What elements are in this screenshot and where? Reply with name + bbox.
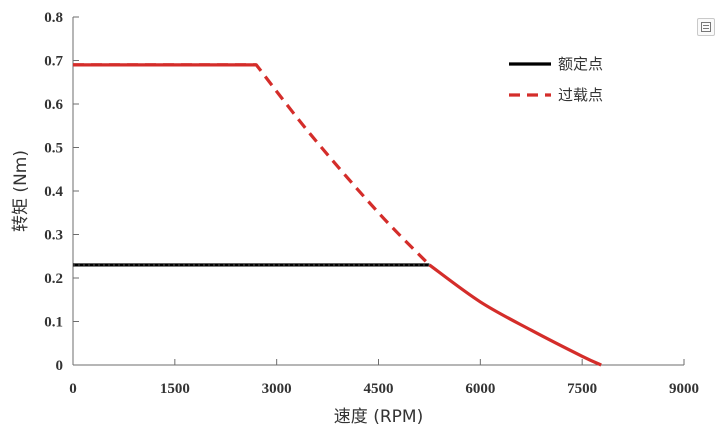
y-axis-ticks: 0 0.1 0.2 0.3 0.4 0.5 0.6 0.7 0.8 (44, 10, 79, 374)
x-tick-label: 1500 (160, 381, 190, 397)
x-tick-label: 7500 (567, 381, 597, 397)
x-tick-label: 3000 (262, 381, 292, 397)
y-tick-label: 0.2 (44, 271, 63, 287)
y-axis-label: 转矩 (Nm) (11, 150, 31, 232)
x-axis-label: 速度 (RPM) (334, 407, 423, 427)
x-tick-label: 4500 (364, 381, 394, 397)
y-tick-label: 0.8 (44, 10, 63, 26)
x-axis-ticks: 0 1500 3000 4500 6000 7500 9000 (69, 359, 699, 397)
y-tick-label: 0.4 (44, 184, 63, 200)
y-tick-label: 0.7 (44, 54, 63, 70)
series-lines (73, 63, 602, 367)
x-tick-label: 9000 (669, 381, 699, 397)
y-tick-label: 0.1 (44, 315, 63, 331)
table-view-icon[interactable] (697, 18, 715, 36)
y-tick-label: 0 (56, 358, 64, 374)
y-tick-label: 0.3 (44, 228, 63, 244)
y-tick-label: 0.5 (44, 141, 63, 157)
legend-label-0: 额定点 (558, 55, 603, 73)
x-tick-label: 0 (69, 381, 77, 397)
x-tick-label: 6000 (465, 381, 495, 397)
series-line-1 (73, 63, 431, 267)
y-tick-label: 0.6 (44, 97, 63, 113)
series-line-2 (428, 263, 602, 367)
legend-label-1: 过载点 (558, 86, 603, 104)
